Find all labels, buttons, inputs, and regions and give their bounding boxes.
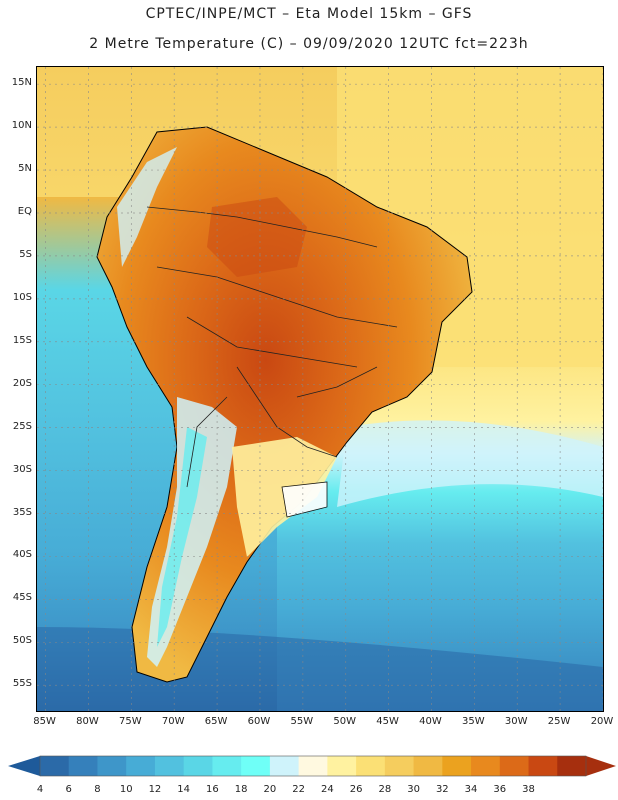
map-subtitle: 2 Metre Temperature (C) – 09/09/2020 12U… — [89, 36, 529, 52]
lat-tick-label: 5N — [18, 163, 32, 175]
lat-tick-label: 20S — [12, 377, 32, 389]
colorbar-swatch — [499, 756, 530, 776]
colorbar-swatch — [40, 756, 70, 776]
lon-tick-label: 55W — [290, 716, 314, 727]
lon-tick-label: 40W — [419, 716, 442, 727]
colorbar-tick-label: 14 — [177, 784, 191, 795]
colorbar-tick-label: 28 — [378, 784, 392, 795]
colorbar-tick-label: 6 — [65, 784, 72, 795]
lat-tick-label: 15S — [12, 334, 32, 346]
lat-tick-label: 40S — [12, 549, 32, 561]
colorbar-left-arrow — [8, 756, 40, 776]
colorbar-tick-label: 16 — [206, 784, 219, 795]
colorbar-swatch — [384, 756, 415, 776]
colorbar-tick-label: 12 — [148, 784, 162, 795]
colorbar-tick-label: 26 — [349, 784, 363, 795]
colorbar-tick-label: 24 — [320, 784, 334, 795]
lat-tick-label: 25S — [12, 420, 32, 432]
colorbar-swatch — [241, 756, 271, 776]
colorbar-right-arrow — [586, 756, 616, 776]
colorbar-tick-label: 30 — [407, 784, 420, 795]
colorbar-swatch — [471, 756, 501, 776]
colorbar-swatch — [327, 756, 357, 776]
colorbar-tick-label: 18 — [234, 784, 248, 795]
lon-tick-label: 80W — [76, 716, 99, 727]
colorbar-tick-label: 38 — [522, 784, 535, 795]
temperature-map — [36, 66, 604, 712]
colorbar-tick-label: 34 — [464, 784, 478, 795]
colorbar-tick-label: 20 — [263, 784, 277, 795]
colorbar-swatch — [126, 756, 156, 776]
lat-tick-label: 35S — [12, 506, 32, 518]
colorbar-tick-label: 36 — [493, 784, 507, 795]
colorbar-tick-label: 4 — [36, 784, 44, 795]
lon-tick-label: 85W — [33, 716, 56, 727]
lat-tick-label: 50S — [12, 635, 32, 647]
lon-tick-label: 25W — [547, 716, 571, 727]
colorbar — [8, 755, 616, 777]
lon-tick-label: 20W — [590, 716, 614, 727]
colorbar-swatch — [68, 756, 98, 776]
colorbar-tick-label: 8 — [94, 784, 101, 795]
lat-tick-label: 10S — [12, 291, 32, 303]
colorbar-swatch — [212, 756, 242, 776]
lat-tick-label: 45S — [12, 592, 32, 604]
temperature-field — [37, 67, 603, 711]
colorbar-swatch — [269, 756, 300, 776]
lon-tick-label: 35W — [462, 716, 485, 727]
colorbar-swatch — [97, 756, 127, 776]
lat-tick-label: 30S — [12, 463, 32, 475]
lat-tick-label: 10N — [11, 120, 32, 132]
colorbar-swatch — [154, 756, 185, 776]
lat-tick-label: 5S — [19, 248, 32, 260]
colorbar-swatch — [183, 756, 213, 776]
lon-tick-label: 65W — [204, 716, 228, 727]
lat-tick-label: 15N — [11, 77, 32, 89]
map-title: CPTEC/INPE/MCT – Eta Model 15km – GFS — [145, 6, 473, 22]
lon-tick-label: 60W — [247, 716, 271, 727]
colorbar-swatch — [298, 756, 328, 776]
lon-tick-label: 70W — [161, 716, 185, 727]
colorbar-swatch — [413, 756, 443, 776]
lat-tick-label: EQ — [17, 205, 32, 217]
country-borders — [146, 206, 398, 488]
colorbar-tick-label: 10 — [119, 784, 133, 795]
lon-tick-label: 50W — [333, 716, 357, 727]
lon-tick-label: 75W — [119, 716, 142, 727]
colorbar-swatch — [557, 756, 587, 776]
lon-tick-label: 30W — [504, 716, 528, 727]
lat-tick-label: 55S — [12, 678, 32, 690]
colorbar-tick-label: 32 — [435, 784, 449, 795]
colorbar-swatch — [528, 756, 558, 776]
lon-tick-label: 45W — [376, 716, 399, 727]
colorbar-tick-label: 22 — [292, 784, 305, 795]
colorbar-swatch — [442, 756, 472, 776]
colorbar-swatch — [356, 756, 386, 776]
